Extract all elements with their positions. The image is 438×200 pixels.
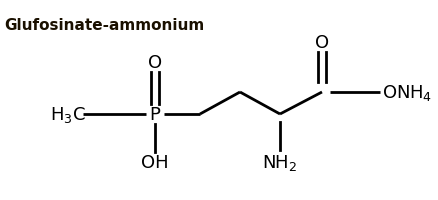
Text: Glufosinate-ammonium: Glufosinate-ammonium xyxy=(4,18,204,33)
Text: P: P xyxy=(149,105,160,123)
Text: H$_3$C: H$_3$C xyxy=(50,104,86,124)
Text: NH$_2$: NH$_2$ xyxy=(262,152,298,172)
Text: OH: OH xyxy=(141,153,169,171)
Text: O: O xyxy=(148,54,162,72)
Text: ONH$_4$: ONH$_4$ xyxy=(382,83,432,102)
Text: O: O xyxy=(315,34,329,52)
